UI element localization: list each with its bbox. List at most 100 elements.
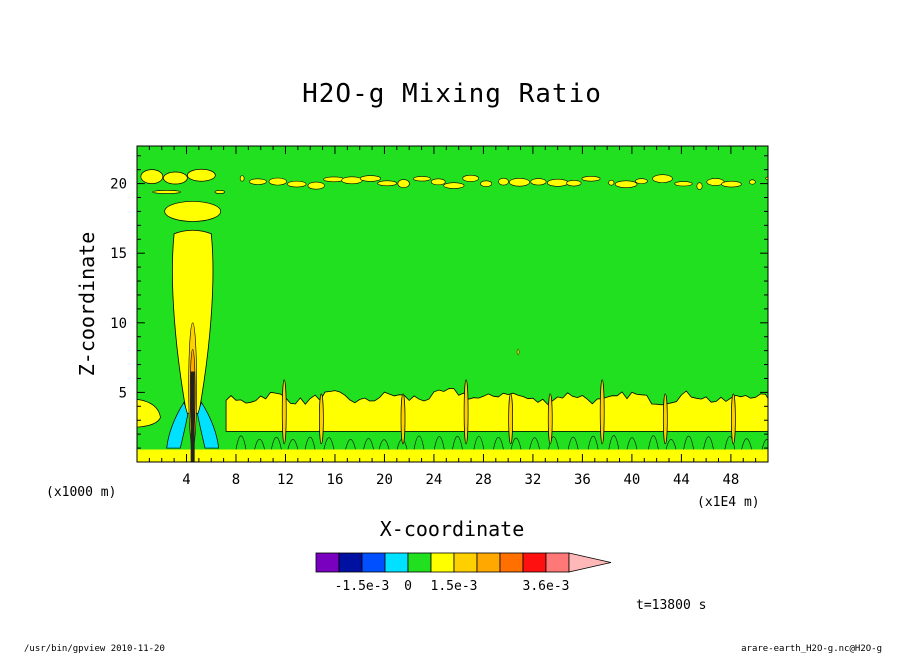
x-tick-label: 48 [722,472,739,488]
dry-patch [271,436,282,450]
band-patch [674,181,693,187]
colorbar-labels: -1.5e-3 0 1.5e-3 3.6e-3 [335,579,570,594]
dry-patch [493,437,504,450]
colorbar-label: 0 [404,579,412,594]
dry-patch [548,436,559,450]
footer-left: /usr/bin/gpview 2010-11-20 [24,644,165,654]
band-patch [140,169,164,184]
dry-patch [703,436,714,450]
moist-tower [172,229,214,414]
colorbar-swatch [384,552,409,573]
x-tick-label: 32 [524,472,541,488]
dry-patch [741,438,752,450]
band-patch [239,175,245,182]
band-patch [249,178,267,185]
colorbar-swatch [476,552,501,573]
dry-patch [413,435,425,450]
band-patch [287,180,307,188]
colorbar [315,552,612,573]
dry-patch [304,436,316,450]
contour-spikes [281,348,736,445]
plot-area [137,146,768,462]
y-tick-label: 15 [110,246,127,262]
colorbar-label: 1.5e-3 [431,579,478,594]
dry-patch [287,439,299,450]
band-patch [164,201,222,222]
negative-regions [166,401,220,449]
upper-moist-band [137,168,768,428]
chart-title: H2O-g Mixing Ratio [302,79,602,109]
band-patch [614,180,638,189]
band-patch [652,174,673,183]
band-patch [566,180,582,187]
lower-moist-layer [225,387,768,432]
colorbar-swatch [361,552,386,573]
plot-frame [136,145,769,463]
contour-spike [319,393,324,445]
contour-spike [599,379,605,445]
lower-dry-patches [137,435,768,462]
dry-patch [323,437,335,450]
dry-patch [378,439,390,450]
x-axis-ticks: 4 8 12 16 20 24 28 32 36 40 44 48 [148,146,769,488]
dry-patch [626,437,638,450]
colorbar-swatch [522,552,547,573]
colorbar-swatch [499,552,524,573]
x-tick-label: 24 [426,472,443,488]
y-unit-label: (x1000 m) [46,485,116,500]
x-tick-label: 36 [574,472,591,488]
x-tick-label: 8 [232,472,240,488]
band-patch [765,176,768,181]
band-patch [498,177,509,186]
band-patch [413,176,431,182]
contour-spike [508,393,514,445]
time-label: t=13800 s [636,598,706,613]
band-patch [377,180,398,187]
footer-right: arare-earth_H2O-g.nc@H2O-g [741,644,882,654]
colorbar-swatch [407,552,432,573]
band-patch [214,190,226,194]
dry-patch [608,435,620,450]
dry-patch [433,436,445,450]
band-patch [307,181,325,190]
y-axis-ticks: 5 10 15 20 [110,155,768,449]
x-tick-label: 4 [182,472,190,488]
band-patch [748,179,756,185]
band-patch [443,182,465,189]
colorbar-swatch [453,552,478,573]
dry-patch [529,437,540,450]
x-tick-label: 40 [623,472,640,488]
band-patch [721,180,742,188]
dry-patch [345,439,356,450]
contour-spike [281,379,287,445]
colorbar-swatch [430,552,455,573]
dry-patch [510,437,522,450]
colorbar-swatch [545,552,570,573]
tower-top-patches [188,322,197,462]
x-tick-label: 28 [475,472,492,488]
y-tick-label: 10 [110,316,127,332]
contour-spike [547,393,553,445]
dry-patch [363,438,374,450]
dry-patch [665,439,677,450]
colorbar-label: 3.6e-3 [523,579,570,594]
tower-core [190,371,195,462]
contour-spike [516,348,520,356]
negative-region-left [166,401,189,449]
band-patch [341,176,363,185]
contour-spike [463,379,469,445]
band-patch [509,178,530,187]
surface-patch [137,399,161,428]
x-axis-title: X-coordinate [380,517,525,541]
dry-patch [683,435,694,450]
band-patch [462,174,479,182]
dry-patch [473,436,485,450]
dry-patch [254,438,265,450]
x-tick-label: 44 [673,472,690,488]
negative-region-right [197,401,220,449]
band-patch [547,178,569,187]
band-patch [397,179,410,189]
x-tick-label: 16 [327,472,344,488]
band-patch [359,175,381,182]
